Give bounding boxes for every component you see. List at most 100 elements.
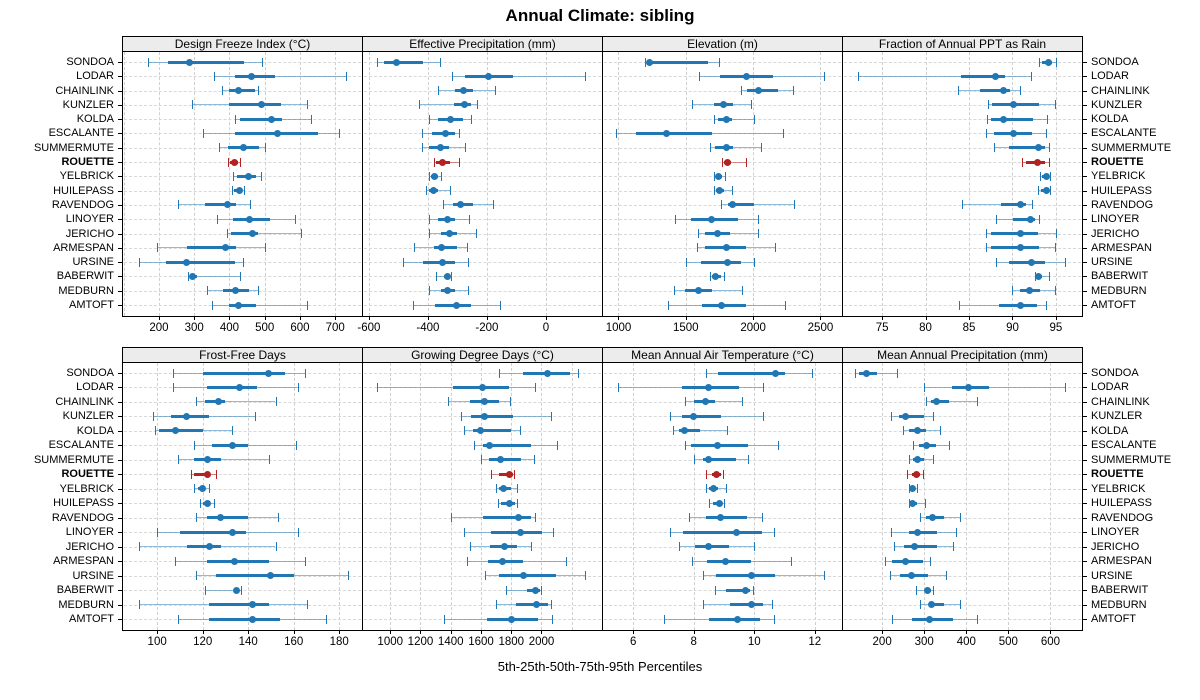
- errorbar-cap-HUILEPASS: [1037, 186, 1039, 196]
- errorbar-iqr-KOLDA: [159, 429, 203, 433]
- axis-tick: [511, 630, 513, 634]
- station-label-left-lodar: LODAR: [76, 381, 114, 394]
- errorbar-median-ARMESPAN: [723, 244, 731, 252]
- errorbar-cap-KOLDA: [154, 426, 156, 436]
- errorbar-median-SONDOA: [1044, 58, 1052, 66]
- errorbar-cap-YELBRICK: [429, 171, 431, 181]
- errorbar-cap-SONDOA: [440, 57, 441, 67]
- errorbar-cap-SUMMERMUTE: [177, 455, 179, 465]
- station-label-left-linoyer: LINOYER: [65, 213, 114, 226]
- errorbar-median-CHAINLINK: [459, 87, 467, 95]
- errorbar-cap-AMTOFT: [443, 614, 445, 624]
- errorbar-cap-HUILEPASS: [214, 498, 216, 508]
- errorbar-cap-LINOYER: [674, 214, 676, 224]
- axis-tick-label: 500: [998, 636, 1018, 648]
- gridline-row: [844, 619, 1081, 620]
- errorbar-cap-BABERWIT: [505, 585, 507, 595]
- station-label-right-amtoft: AMTOFT: [1091, 613, 1137, 625]
- errorbar-iqr-LINOYER: [490, 530, 543, 534]
- errorbar-cap-LINOYER: [773, 527, 775, 537]
- station-label-right-jericho: JERICHO: [1091, 227, 1140, 240]
- errorbar-median-LINOYER: [913, 528, 921, 536]
- axis-tick-label: -600: [357, 322, 381, 334]
- errorbar-iqr-ARMESPAN: [990, 246, 1039, 250]
- errorbar-cap-ARMESPAN: [265, 243, 267, 253]
- y-axis-tick-right: [1083, 247, 1087, 249]
- y-axis-tick-right: [1083, 561, 1087, 563]
- errorbar-cap-AMTOFT: [1046, 300, 1048, 310]
- y-axis-tick-right: [1083, 604, 1087, 606]
- station-label-left-ursine: URSINE: [72, 256, 114, 269]
- errorbar-cap-SONDOA: [705, 368, 707, 378]
- errorbar-range-CHAINLINK: [926, 401, 977, 403]
- errorbar-median-RAVENDOG: [728, 201, 736, 209]
- gridline-row: [844, 147, 1081, 149]
- axis-tick: [882, 630, 884, 634]
- gridline-vertical: [633, 363, 635, 630]
- errorbar-iqr-CHAINLINK: [980, 89, 1010, 93]
- gridline-row: [364, 619, 601, 620]
- gridline-vertical: [264, 52, 266, 316]
- gridline-vertical: [1012, 52, 1014, 316]
- gridline-vertical: [882, 52, 884, 316]
- errorbar-iqr-JERICHO: [990, 232, 1038, 236]
- gridline-vertical: [229, 52, 231, 316]
- errorbar-cap-JERICHO: [894, 542, 896, 552]
- panel-title: Fraction of Annual PPT as Rain: [878, 37, 1047, 51]
- gridline-vertical: [820, 52, 822, 316]
- gridline-row: [844, 290, 1081, 292]
- station-label-right-armespan: ARMESPAN: [1091, 555, 1152, 568]
- axis-tick: [248, 630, 250, 634]
- errorbar-cap-JERICHO: [1055, 229, 1057, 239]
- axis-tick-label: 140: [238, 636, 258, 648]
- gridline-vertical: [1008, 363, 1010, 630]
- errorbar-cap-ARMESPAN: [929, 556, 931, 566]
- errorbar-cap-KOLDA: [232, 426, 234, 436]
- gridline-vertical: [202, 363, 204, 630]
- errorbar-cap-URSINE: [995, 257, 997, 267]
- errorbar-iqr-LINOYER: [1013, 217, 1036, 221]
- errorbar-cap-ROUETTE: [1048, 157, 1050, 167]
- gridline-vertical: [1055, 52, 1057, 316]
- errorbar-cap-ESCALANTE: [193, 440, 195, 450]
- gridline-vertical: [450, 363, 452, 630]
- errorbar-cap-JERICHO: [428, 229, 430, 239]
- errorbar-median-BABERWIT: [531, 586, 539, 594]
- axis-tick: [420, 630, 422, 634]
- gridline-row: [604, 401, 841, 403]
- errorbar-cap-JERICHO: [226, 229, 228, 239]
- errorbar-cap-AMTOFT: [976, 614, 978, 624]
- errorbar-cap-YELBRICK: [496, 484, 498, 494]
- errorbar-cap-LINOYER: [157, 527, 159, 537]
- gridline-row: [844, 575, 1081, 577]
- axis-tick-label: 90: [1006, 322, 1019, 334]
- y-axis-tick-right: [1083, 488, 1087, 490]
- errorbar-iqr-LODAR: [207, 385, 258, 389]
- errorbar-cap-SUMMERMUTE: [710, 143, 712, 153]
- errorbar-median-RAVENDOG: [217, 514, 225, 522]
- errorbar-iqr-AMTOFT: [209, 617, 281, 621]
- errorbar-cap-LODAR: [924, 382, 926, 392]
- errorbar-cap-RAVENDOG: [442, 200, 444, 210]
- y-axis-tick-left: [118, 305, 122, 306]
- errorbar-cap-ROUETTE: [458, 157, 460, 167]
- station-label-left-yelbrick: YELBRICK: [59, 482, 114, 495]
- errorbar-cap-YELBRICK: [440, 171, 442, 181]
- gridline-row: [844, 247, 1081, 249]
- errorbar-cap-AMTOFT: [212, 300, 214, 310]
- gridline-row: [844, 262, 1081, 264]
- gridline-row: [604, 604, 841, 606]
- errorbar-cap-SUMMERMUTE: [994, 143, 996, 153]
- errorbar-median-HUILEPASS: [715, 499, 723, 507]
- station-label-left-escalante: ESCALANTE: [48, 127, 114, 140]
- y-axis-tick-left: [118, 133, 122, 135]
- station-label-right-baberwit: BABERWIT: [1091, 270, 1149, 283]
- errorbar-iqr-BABERWIT: [725, 588, 750, 592]
- errorbar-median-CHAINLINK: [755, 87, 763, 95]
- gridline-row: [844, 532, 1081, 534]
- errorbar-cap-ARMESPAN: [696, 243, 698, 253]
- gridline-vertical: [571, 363, 573, 630]
- errorbar-median-SUMMERMUTE: [723, 144, 731, 152]
- errorbar-range-KOLDA: [713, 118, 755, 120]
